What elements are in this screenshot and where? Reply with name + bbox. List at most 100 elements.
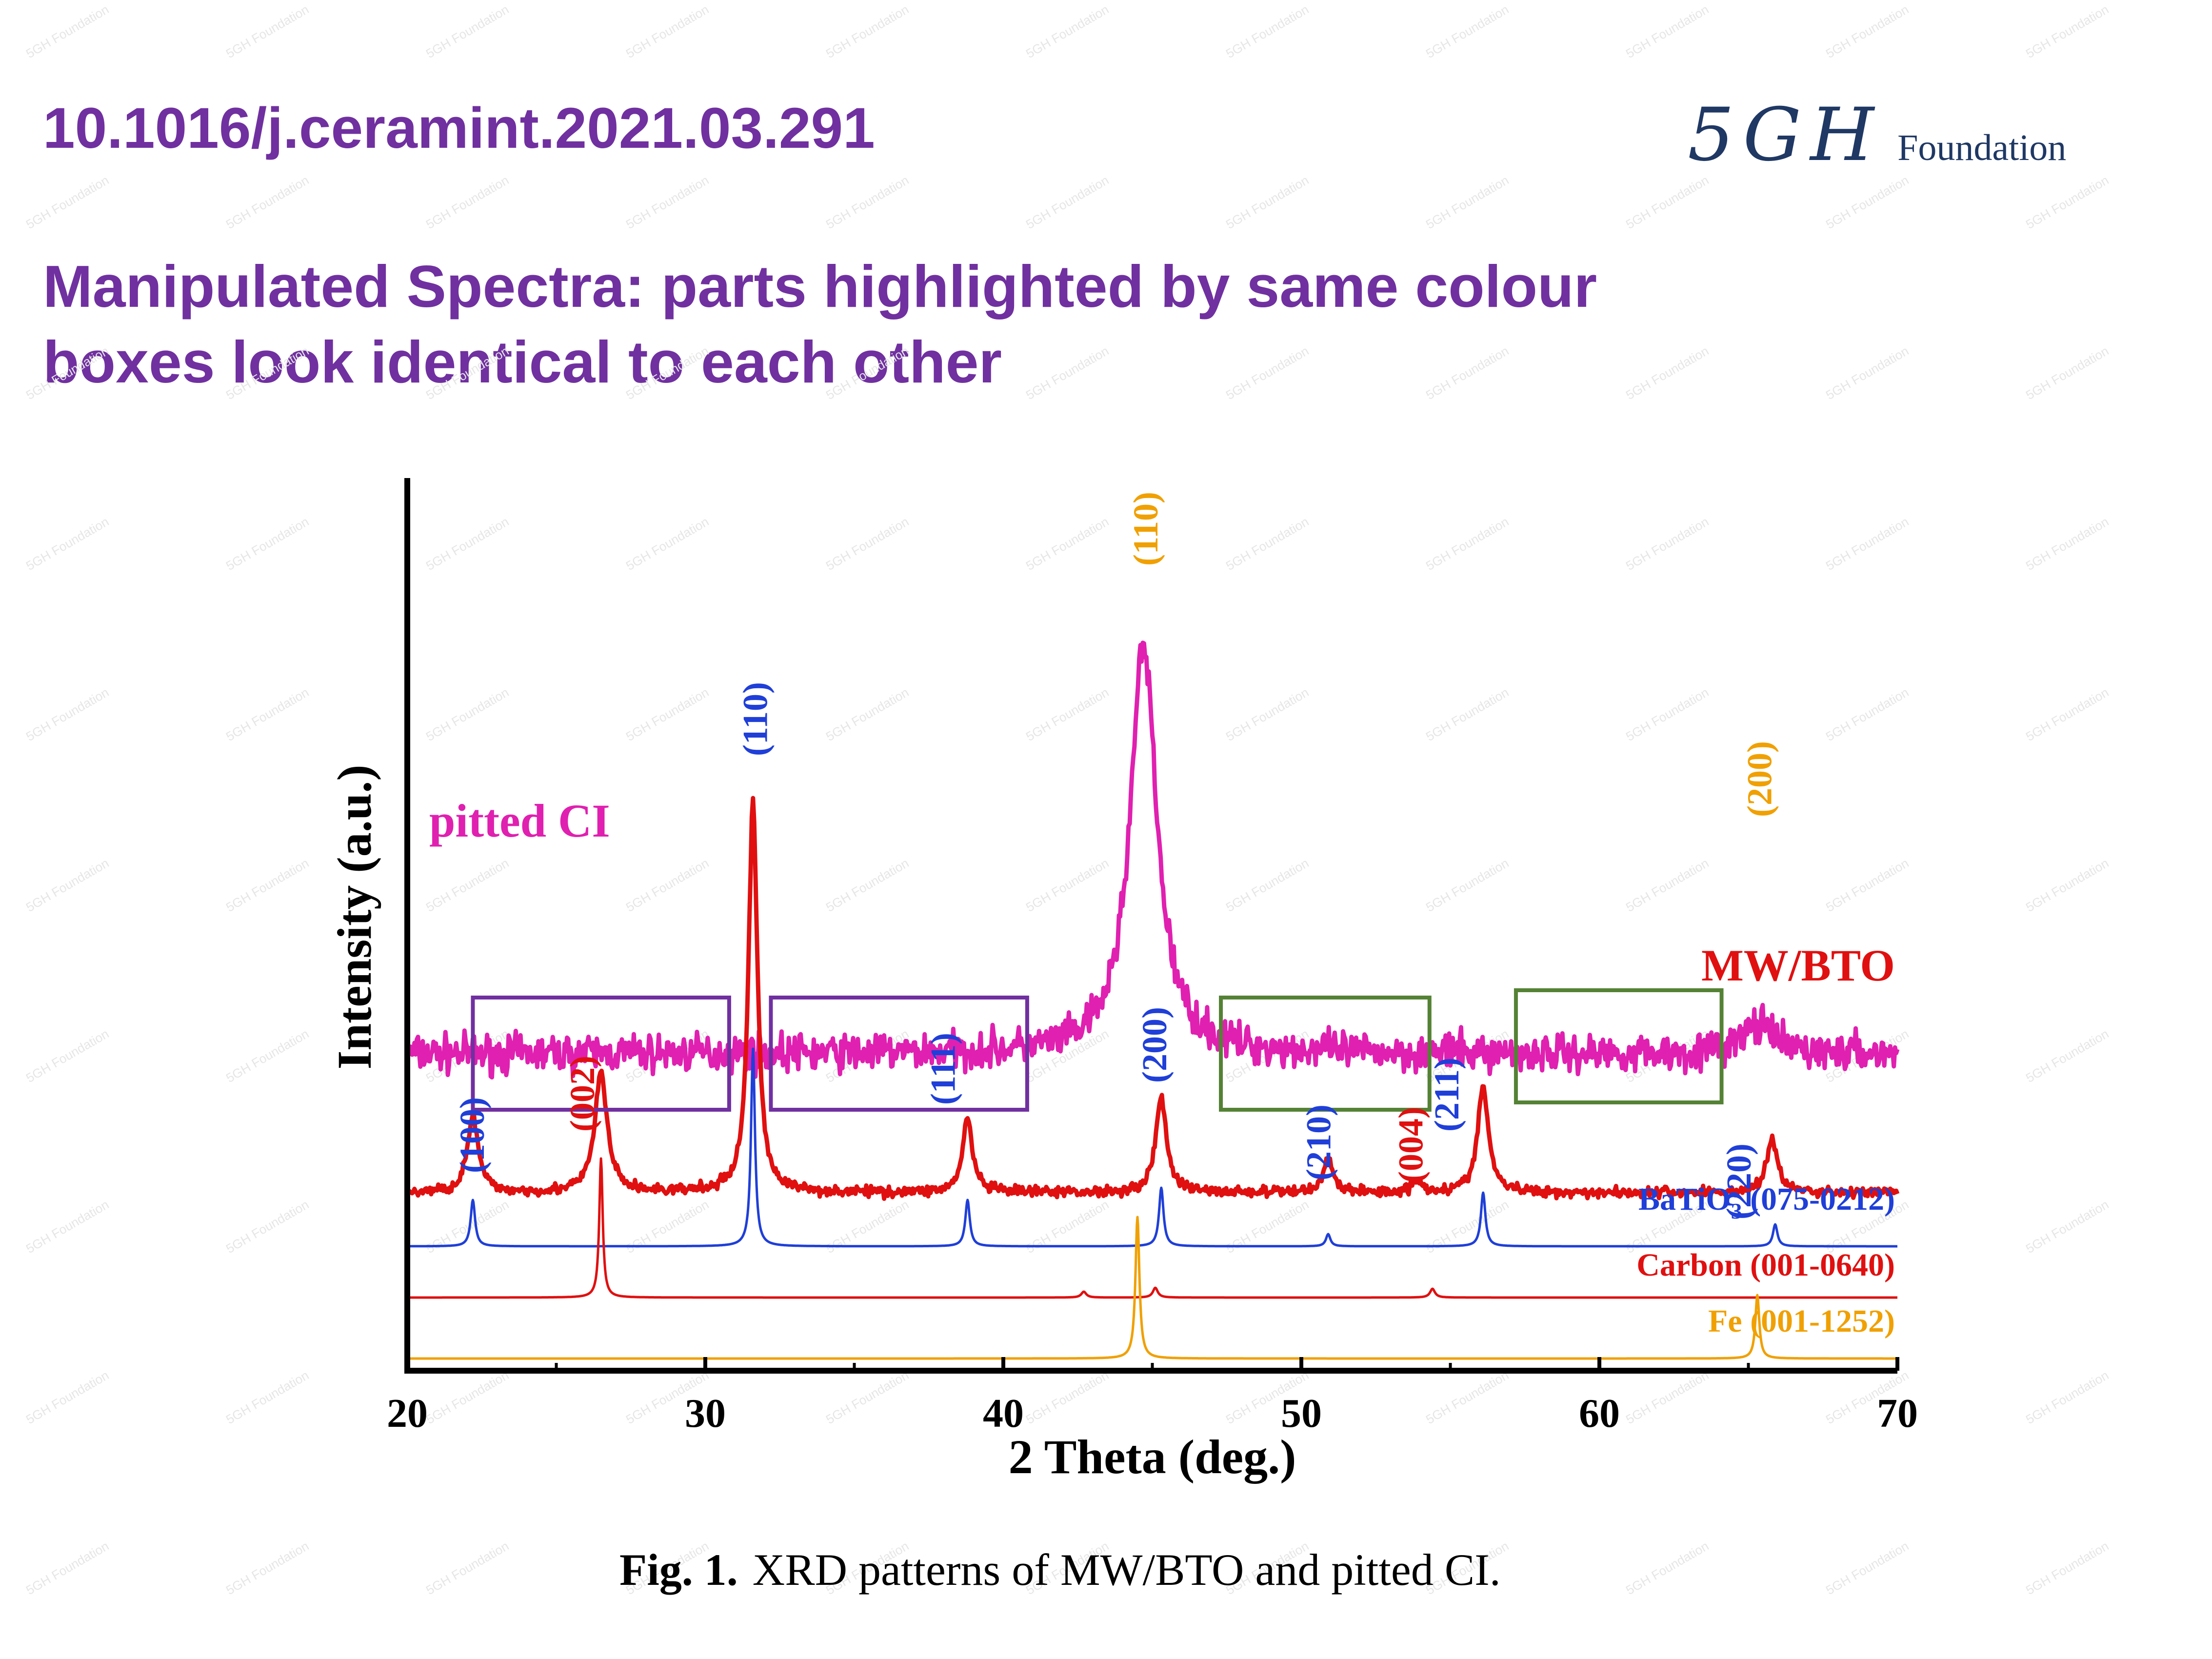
watermark-text: 5GH Foundation: [823, 343, 911, 402]
watermark-text: 5GH Foundation: [2023, 1539, 2111, 1598]
watermark-text: 5GH Foundation: [623, 2, 711, 61]
watermark-text: 5GH Foundation: [1823, 173, 1911, 232]
watermark-text: 5GH Foundation: [1023, 856, 1111, 915]
logo-word: Foundation: [1897, 127, 2067, 168]
peak-label-6: (210): [1299, 1104, 1338, 1180]
watermark-text: 5GH Foundation: [2023, 1368, 2111, 1427]
watermark-text: 5GH Foundation: [623, 856, 711, 915]
x-tick-label: 60: [1579, 1391, 1620, 1436]
highlight-box-3: [1514, 988, 1724, 1104]
series-line-1: [405, 796, 1900, 1201]
highlight-box-0: [471, 996, 731, 1112]
legend-batio3-rest: (075-0212): [1742, 1181, 1895, 1217]
watermark-text: 5GH Foundation: [823, 2, 911, 61]
headline-line-2: boxes look identical to each other: [43, 329, 1002, 395]
watermark-text: 5GH Foundation: [423, 173, 511, 232]
peak-label-4: (110): [1126, 492, 1165, 566]
series-layer: [405, 640, 1900, 1360]
caption-text: XRD patterns of MW/BTO and pitted CI.: [752, 1545, 1501, 1595]
watermark-text: 5GH Foundation: [423, 1368, 511, 1427]
watermark-text: 5GH Foundation: [423, 856, 511, 915]
watermark-text: 5GH Foundation: [1423, 1368, 1511, 1427]
watermark-text: 5GH Foundation: [223, 1197, 311, 1256]
watermark-text: 5GH Foundation: [2023, 685, 2111, 744]
caption-label: Fig. 1.: [619, 1545, 738, 1595]
watermark-text: 5GH Foundation: [1623, 685, 1711, 744]
watermark-text: 5GH Foundation: [1023, 343, 1111, 402]
peak-label-3: (111): [923, 1033, 962, 1105]
peak-label-1: (002): [563, 1056, 602, 1132]
legend-fe: Fe (001-1252): [1708, 1303, 1895, 1339]
watermark-text: 5GH Foundation: [23, 2, 111, 61]
legend-batio3-sub: 3: [1731, 1199, 1742, 1223]
watermark-text: 5GH Foundation: [1823, 856, 1911, 915]
headline-line-1: Manipulated Spectra: parts highlighted b…: [43, 253, 1597, 320]
watermark-text: 5GH Foundation: [1823, 343, 1911, 402]
watermark-text: 5GH Foundation: [23, 1368, 111, 1427]
legend-batio3-main: BaTiO: [1638, 1181, 1731, 1217]
watermark-text: 5GH Foundation: [1223, 856, 1311, 915]
watermark-text: 5GH Foundation: [223, 343, 311, 402]
watermark-text: 5GH Foundation: [1623, 173, 1711, 232]
watermark-text: 5GH Foundation: [1623, 2, 1711, 61]
watermark-text: 5GH Foundation: [823, 1368, 911, 1427]
watermark-text: 5GH Foundation: [1423, 173, 1511, 232]
x-tick-label: 40: [983, 1391, 1024, 1436]
watermark-text: 5GH Foundation: [1823, 1539, 1911, 1598]
watermark-text: 5GH Foundation: [1223, 2, 1311, 61]
watermark-text: 5GH Foundation: [2023, 2, 2111, 61]
series-line-4: [406, 1216, 1898, 1360]
watermark-text: 5GH Foundation: [423, 343, 511, 402]
logo-mark: 5GH: [1688, 93, 1883, 178]
watermark-text: 5GH Foundation: [1223, 514, 1311, 573]
series-label-mw-bto: MW/BTO: [1701, 940, 1895, 990]
figure-caption: Fig. 1. XRD patterns of MW/BTO and pitted…: [619, 1544, 1501, 1596]
watermark-text: 5GH Foundation: [23, 343, 111, 402]
watermark-text: 5GH Foundation: [1623, 343, 1711, 402]
watermark-text: 5GH Foundation: [823, 514, 911, 573]
legend-carbon: Carbon (001-0640): [1636, 1247, 1895, 1283]
peak-label-9: (220): [1719, 1143, 1758, 1219]
series-line-2: [406, 1047, 1898, 1248]
watermark-text: 5GH Foundation: [423, 1539, 511, 1598]
peak-label-7: (004): [1392, 1107, 1431, 1183]
watermark-text: 5GH Foundation: [823, 173, 911, 232]
watermark-text: 5GH Foundation: [623, 514, 711, 573]
axes: 20 30 40 50 60 70 2 Theta (deg.) Intensity (a.u…: [327, 478, 1918, 1484]
x-tick-label: 70: [1877, 1391, 1918, 1436]
watermark-text: 5GH Foundation: [223, 1026, 311, 1085]
watermark-text: 5GH Foundation: [423, 685, 511, 744]
y-axis-label: Intensity (a.u.): [327, 764, 381, 1069]
watermark-text: 5GH Foundation: [223, 1368, 311, 1427]
watermark-text: 5GH Foundation: [623, 343, 711, 402]
watermark-text: 5GH Foundation: [1023, 173, 1111, 232]
peak-labels: (100) (002) (110) (111) (110) (200) (210) (004)…: [429, 492, 1895, 1339]
watermark-text: 5GH Foundation: [223, 685, 311, 744]
watermark-text: 5GH Foundation: [1023, 2, 1111, 61]
watermark-text: 5GH Foundation: [2023, 1197, 2111, 1256]
headline: Manipulated Spectra: parts highlighted b…: [43, 249, 1848, 400]
highlight-boxes: [471, 988, 1724, 1112]
watermark-text: 5GH Foundation: [1423, 343, 1511, 402]
watermark-text: 5GH Foundation: [1423, 514, 1511, 573]
watermark-text: 5GH Foundation: [423, 514, 511, 573]
x-axis-label: 2 Theta (deg.): [1009, 1430, 1296, 1484]
watermark-text: 5GH Foundation: [1823, 685, 1911, 744]
watermark-text: 5GH Foundation: [23, 173, 111, 232]
watermark-text: 5GH Foundation: [1023, 685, 1111, 744]
x-tick-label: 20: [387, 1391, 428, 1436]
watermark-text: 5GH Foundation: [1423, 856, 1511, 915]
watermark-text: 5GH Foundation: [223, 856, 311, 915]
series-label-pitted-ci: pitted CI: [429, 795, 610, 847]
series-line-3: [406, 1157, 1898, 1299]
doi-title: 10.1016/j.ceramint.2021.03.291: [43, 96, 875, 160]
peak-label-8: (211): [1427, 1058, 1466, 1132]
peak-label-10: (200): [1740, 741, 1779, 817]
watermark-text: 5GH Foundation: [2023, 173, 2111, 232]
watermark-text: 5GH Foundation: [1623, 856, 1711, 915]
x-tick-label: 30: [685, 1391, 726, 1436]
watermark-text: 5GH Foundation: [23, 856, 111, 915]
watermark-text: 5GH Foundation: [223, 514, 311, 573]
watermark-text: 5GH Foundation: [1023, 514, 1111, 573]
